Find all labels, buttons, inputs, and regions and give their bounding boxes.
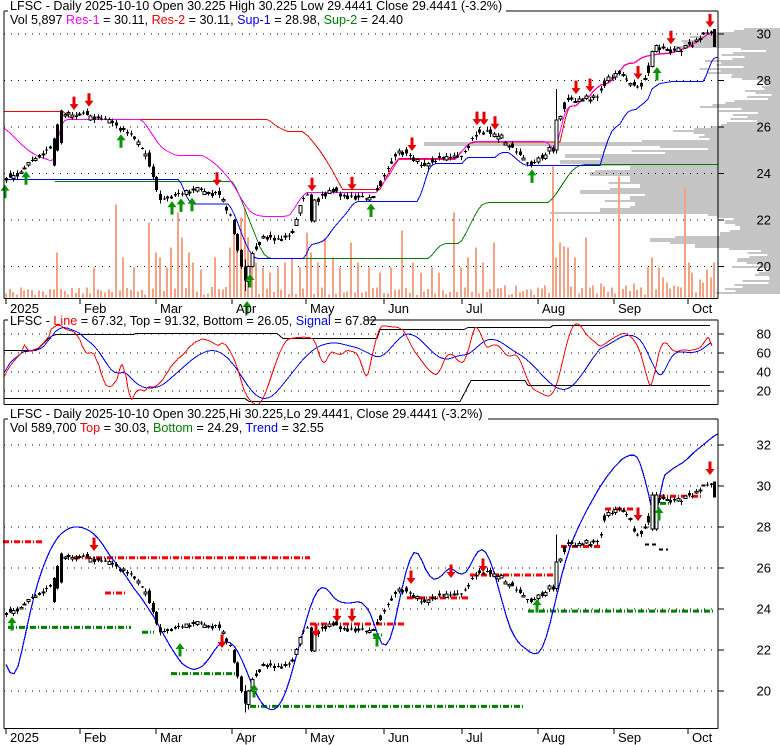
svg-text:Jul: Jul [466,730,483,745]
svg-text:40: 40 [757,365,771,380]
svg-text:Aug: Aug [542,301,565,316]
svg-text:Feb: Feb [84,301,106,316]
svg-text:Vol 589,700 Top = 30.03, Botto: Vol 589,700 Top = 30.03, Bottom = 24.29,… [10,421,324,435]
svg-text:May: May [310,301,335,316]
svg-text:30: 30 [757,479,771,494]
svg-text:Oct: Oct [692,301,713,316]
svg-text:LFSC - Daily 2025-10-10 Open 3: LFSC - Daily 2025-10-10 Open 30.225,Hi 3… [10,407,483,421]
svg-text:Feb: Feb [84,730,106,745]
svg-text:22: 22 [757,213,771,228]
svg-text:20: 20 [757,259,771,274]
svg-text:28: 28 [757,520,771,535]
svg-text:20: 20 [757,684,771,699]
svg-text:26: 26 [757,120,771,135]
svg-text:2025: 2025 [10,301,39,316]
svg-text:Apr: Apr [236,301,257,316]
svg-text:24: 24 [757,166,771,181]
svg-text:LFSC - Daily 2025-10-10 Open 3: LFSC - Daily 2025-10-10 Open 30.225 High… [10,0,502,13]
svg-text:Jun: Jun [388,301,409,316]
svg-text:30: 30 [757,27,771,42]
svg-text:Apr: Apr [236,730,257,745]
svg-text:Mar: Mar [160,301,183,316]
svg-text:28: 28 [757,73,771,88]
svg-text:20: 20 [757,384,771,399]
svg-text:Mar: Mar [160,730,183,745]
svg-text:LFSC - Line = 67.32, Top = 91.: LFSC - Line = 67.32, Top = 91.32, Bottom… [10,314,377,328]
svg-text:Vol 5,897 Res-1 = 30.11, Res-2: Vol 5,897 Res-1 = 30.11, Res-2 = 30.11, … [10,13,403,27]
svg-text:80: 80 [757,327,771,342]
svg-text:Oct: Oct [692,730,713,745]
svg-text:Sep: Sep [618,301,641,316]
svg-text:Aug: Aug [542,730,565,745]
svg-text:May: May [310,730,335,745]
svg-text:22: 22 [757,643,771,658]
svg-text:Jun: Jun [388,730,409,745]
svg-text:Sep: Sep [618,730,641,745]
svg-text:2025: 2025 [10,730,39,745]
svg-text:Jul: Jul [466,301,483,316]
svg-text:24: 24 [757,602,771,617]
svg-text:60: 60 [757,346,771,361]
svg-text:32: 32 [757,438,771,453]
svg-text:26: 26 [757,561,771,576]
